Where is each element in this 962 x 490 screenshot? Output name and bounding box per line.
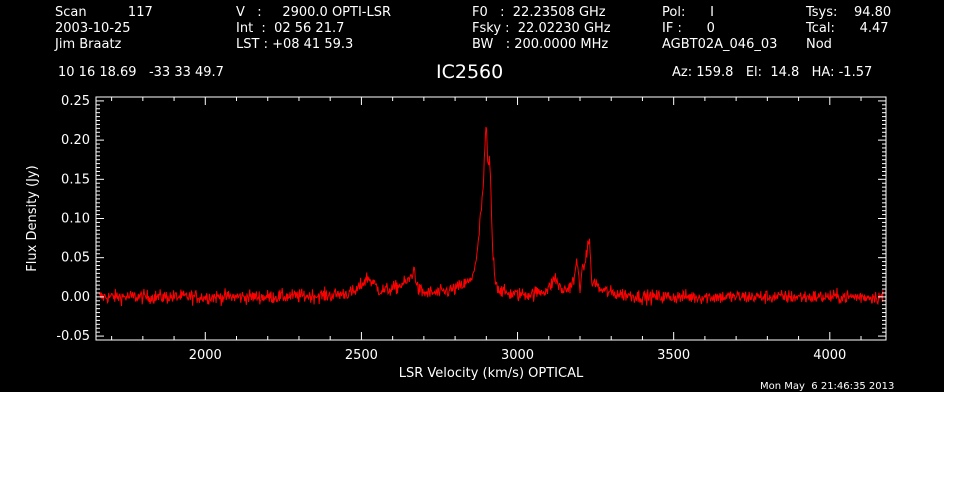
y-tick-label: -0.05 bbox=[56, 329, 90, 344]
source-title: IC2560 bbox=[436, 61, 504, 83]
lst-label: LST : +08 41 59.3 bbox=[236, 37, 354, 52]
integration-label: Int : 02 56 21.7 bbox=[236, 21, 345, 36]
plot-panel: Scan 117 2003-10-25 Jim Braatz V : 2900.… bbox=[0, 0, 944, 392]
observer-label: Jim Braatz bbox=[55, 37, 122, 52]
y-tick-label: 0.20 bbox=[61, 133, 90, 148]
x-tick-label: 4000 bbox=[813, 348, 846, 363]
if-label: IF : 0 bbox=[662, 21, 715, 36]
y-tick-label: 0.25 bbox=[61, 94, 90, 109]
tsys-label: Tsys: 94.80 bbox=[806, 5, 892, 20]
plot-frame bbox=[95, 96, 887, 341]
x-tick-label: 2500 bbox=[345, 348, 378, 363]
pol-label: Pol: I bbox=[662, 5, 714, 20]
bandwidth-label: BW : 200.0000 MHz bbox=[472, 37, 609, 52]
spectrum-trace bbox=[98, 126, 884, 307]
spectrum-chart: 2000 2500 3000 3500 4000 -0.05 0.00 0.05 0.10 0.1… bbox=[25, 94, 887, 381]
f0-label: F0 : 22.23508 GHz bbox=[472, 5, 606, 20]
y-tick-label: 0.10 bbox=[61, 212, 90, 227]
az-el-ha-label: Az: 159.8 El: 14.8 HA: -1.57 bbox=[672, 65, 873, 80]
x-axis-label: LSR Velocity (km/s) OPTICAL bbox=[399, 366, 584, 381]
y-axis-label: Flux Density (Jy) bbox=[25, 165, 40, 271]
y-tick-label: 0.00 bbox=[61, 290, 90, 305]
project-label: AGBT02A_046_03 bbox=[662, 37, 778, 52]
y-tick-label: 0.15 bbox=[61, 172, 90, 187]
tcal-label: Tcal: 4.47 bbox=[806, 21, 889, 36]
procedure-label: Nod bbox=[806, 37, 832, 52]
x-tick-label: 2000 bbox=[189, 348, 222, 363]
timestamp-label: Mon May 6 21:46:35 2013 bbox=[760, 381, 895, 392]
y-tick-label: 0.05 bbox=[61, 251, 90, 266]
velocity-label: V : 2900.0 OPTI-LSR bbox=[236, 5, 392, 20]
x-tick-label: 3000 bbox=[501, 348, 534, 363]
date-label: 2003-10-25 bbox=[55, 21, 131, 36]
x-tick-label: 3500 bbox=[657, 348, 690, 363]
coordinates-label: 10 16 18.69 -33 33 49.7 bbox=[58, 65, 224, 80]
fsky-label: Fsky : 22.02230 GHz bbox=[472, 21, 611, 36]
scan-label: Scan 117 bbox=[55, 5, 153, 20]
